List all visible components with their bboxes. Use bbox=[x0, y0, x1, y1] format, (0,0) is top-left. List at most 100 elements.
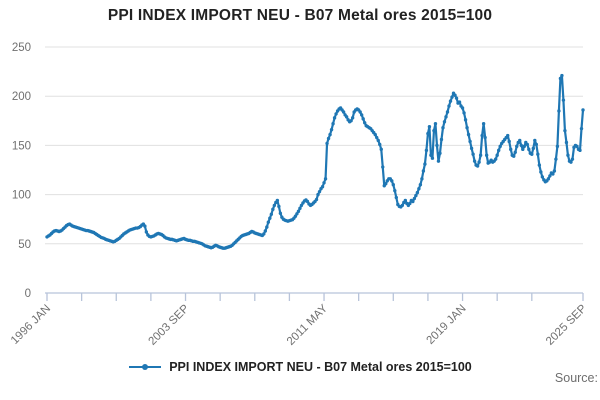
data-point bbox=[530, 152, 534, 156]
data-point bbox=[375, 135, 379, 140]
data-point bbox=[522, 144, 526, 149]
data-point bbox=[536, 152, 540, 156]
data-point bbox=[463, 118, 468, 122]
data-point bbox=[435, 143, 439, 148]
data-point bbox=[466, 132, 471, 137]
chart-title: PPI INDEX IMPORT NEU - B07 Metal ores 20… bbox=[107, 7, 493, 24]
data-point bbox=[299, 203, 304, 208]
data-point bbox=[551, 172, 555, 176]
data-point bbox=[427, 125, 432, 129]
data-point bbox=[316, 192, 320, 197]
data-point bbox=[390, 179, 394, 183]
data-point bbox=[478, 153, 483, 157]
data-point bbox=[513, 150, 517, 154]
data-point bbox=[411, 199, 415, 204]
data-point bbox=[415, 190, 420, 195]
data-point bbox=[143, 224, 147, 228]
data-point bbox=[412, 196, 417, 201]
data-point bbox=[277, 204, 281, 209]
data-point bbox=[266, 220, 271, 224]
data-point bbox=[527, 147, 531, 152]
data-point bbox=[519, 143, 523, 148]
legend-series-label: PPI INDEX IMPORT NEU - B07 Metal ores 20… bbox=[169, 360, 472, 374]
data-point bbox=[472, 159, 477, 163]
data-point bbox=[439, 137, 444, 142]
data-point bbox=[320, 185, 325, 189]
y-axis-tick-label: 150 bbox=[12, 140, 31, 152]
data-point bbox=[265, 225, 269, 229]
data-point bbox=[555, 144, 560, 149]
data-point bbox=[429, 153, 433, 157]
y-axis-tick-label: 50 bbox=[18, 239, 31, 251]
data-point bbox=[493, 157, 498, 161]
data-point bbox=[278, 211, 283, 215]
data-point bbox=[509, 147, 513, 152]
data-point bbox=[546, 177, 551, 181]
data-point bbox=[423, 162, 427, 166]
source-note: Source: bbox=[554, 371, 598, 385]
data-point bbox=[554, 157, 558, 161]
data-point bbox=[507, 139, 511, 144]
data-point bbox=[414, 193, 418, 198]
data-point bbox=[334, 112, 338, 116]
data-point bbox=[564, 140, 569, 145]
data-point bbox=[393, 188, 397, 193]
data-point bbox=[460, 106, 465, 110]
data-point bbox=[521, 147, 525, 152]
data-point bbox=[448, 99, 453, 103]
data-point bbox=[525, 142, 529, 147]
data-point bbox=[361, 117, 365, 121]
data-point bbox=[557, 109, 561, 113]
data-point bbox=[394, 195, 398, 200]
data-point bbox=[144, 230, 149, 234]
data-point bbox=[373, 132, 377, 137]
data-point bbox=[578, 148, 582, 153]
data-point bbox=[469, 146, 474, 151]
data-point bbox=[275, 198, 280, 203]
data-point bbox=[403, 198, 408, 203]
data-point bbox=[323, 177, 328, 181]
legend: PPI INDEX IMPORT NEU - B07 Metal ores 20… bbox=[0, 360, 600, 374]
data-point bbox=[539, 170, 543, 174]
legend-line-marker-icon bbox=[129, 364, 162, 370]
data-point bbox=[341, 110, 346, 114]
data-point bbox=[496, 148, 501, 153]
data-point bbox=[381, 165, 385, 169]
data-point bbox=[447, 104, 451, 108]
data-point bbox=[442, 120, 447, 124]
data-point bbox=[512, 154, 516, 158]
data-point bbox=[441, 125, 445, 130]
data-point bbox=[518, 138, 522, 143]
data-point bbox=[362, 121, 367, 125]
data-point bbox=[579, 126, 584, 131]
data-point bbox=[475, 164, 480, 168]
data-point bbox=[430, 156, 435, 160]
y-axis-tick-label: 250 bbox=[12, 42, 31, 54]
data-point bbox=[432, 128, 436, 133]
data-point bbox=[468, 139, 472, 144]
data-point bbox=[540, 175, 545, 179]
data-point bbox=[400, 203, 405, 208]
data-point bbox=[534, 142, 539, 147]
data-point bbox=[296, 209, 301, 214]
data-point bbox=[272, 203, 277, 208]
data-point bbox=[537, 163, 542, 167]
data-point bbox=[295, 212, 299, 216]
data-point bbox=[445, 110, 450, 114]
data-point bbox=[271, 207, 275, 212]
data-point bbox=[495, 153, 499, 157]
data-point bbox=[379, 147, 383, 152]
data-point bbox=[358, 110, 362, 114]
data-point bbox=[322, 181, 326, 185]
data-point bbox=[436, 159, 441, 163]
y-axis-tick-label: 200 bbox=[12, 91, 31, 103]
x-axis-tick-label: 2011 MAY bbox=[285, 302, 330, 347]
data-point bbox=[454, 96, 459, 100]
data-point bbox=[344, 115, 349, 119]
data-point bbox=[420, 177, 424, 181]
data-point bbox=[378, 142, 382, 147]
data-point bbox=[561, 98, 566, 102]
data-point bbox=[328, 132, 332, 137]
data-point bbox=[506, 133, 510, 138]
